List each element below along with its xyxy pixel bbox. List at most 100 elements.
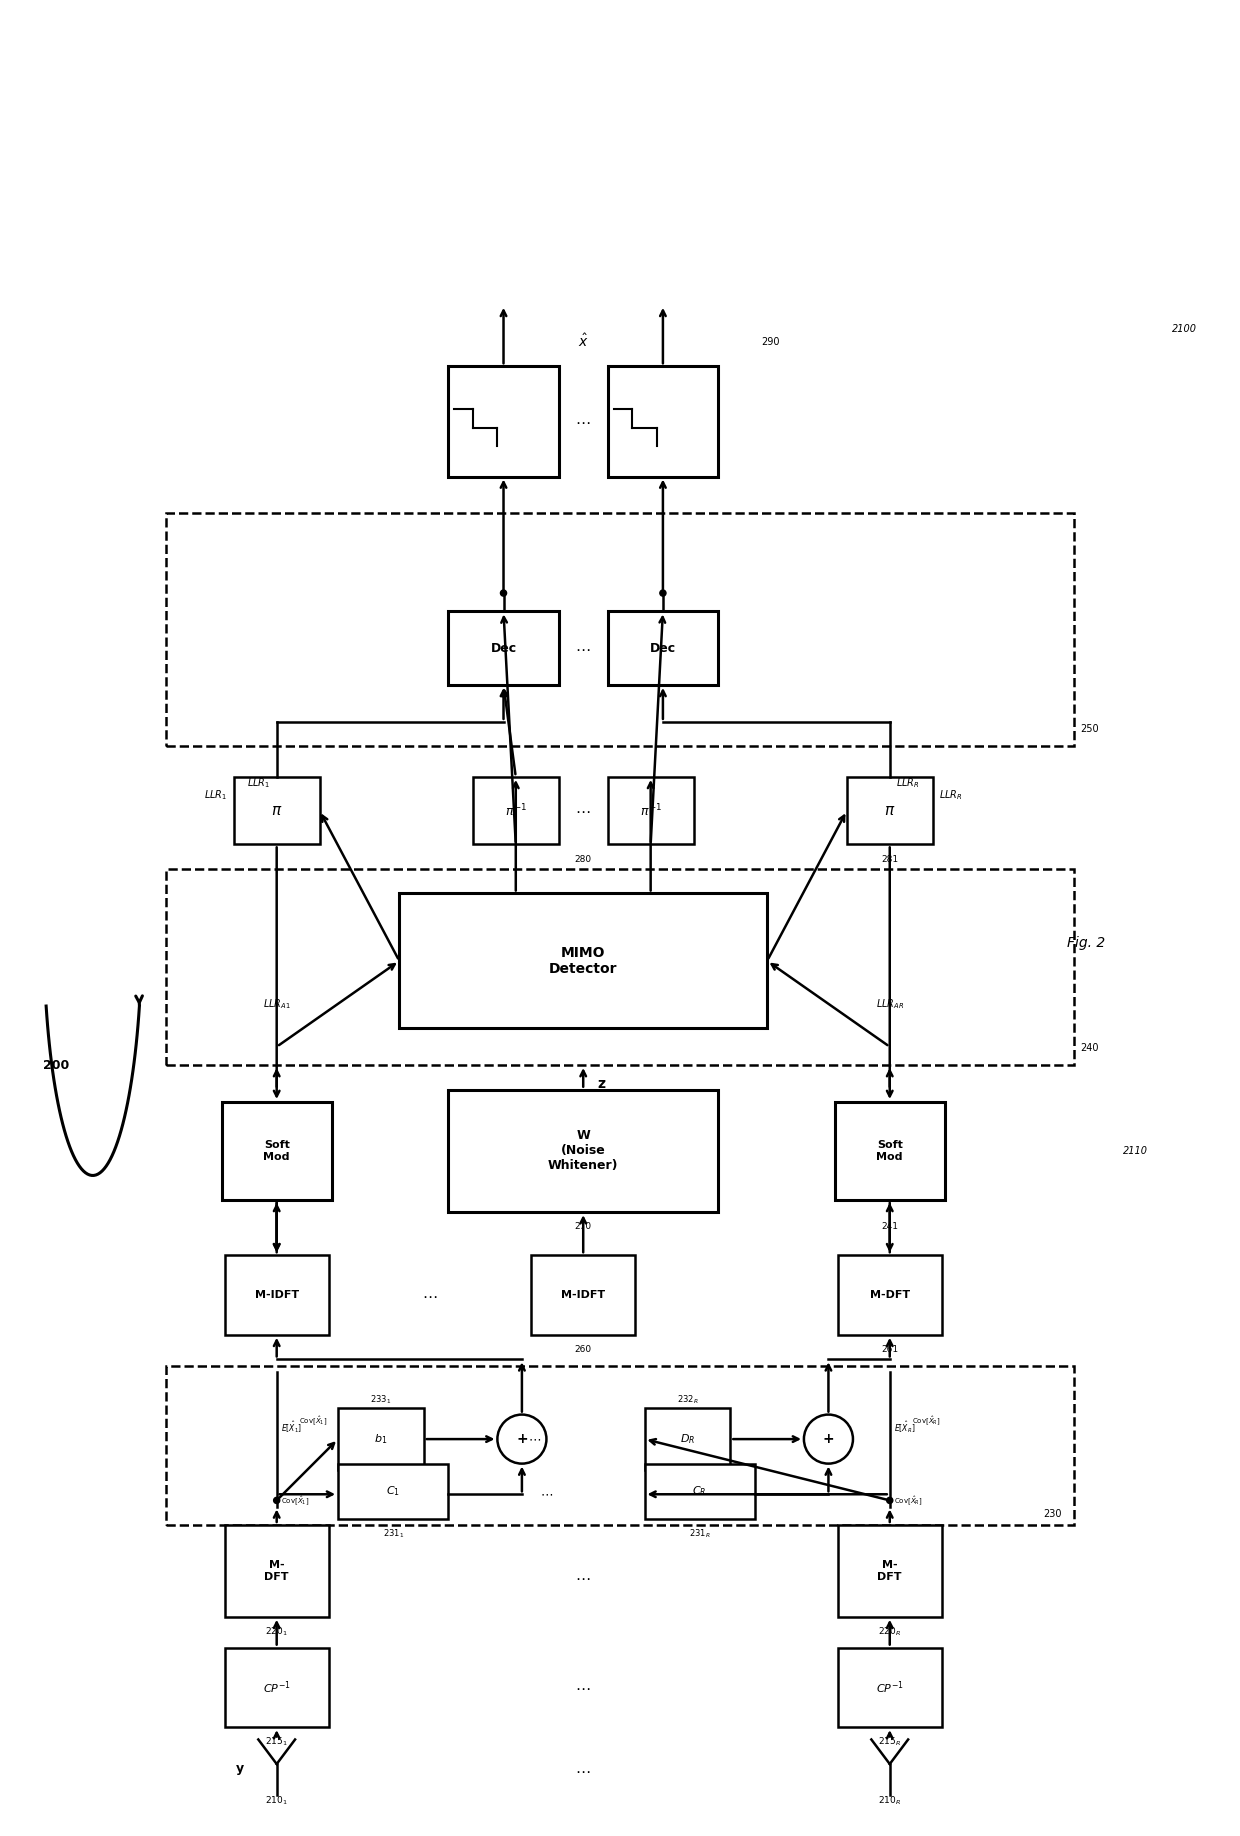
Bar [838,1526,942,1618]
Text: $\mathbf{y}$: $\mathbf{y}$ [234,1763,244,1777]
Bar [166,868,1074,1065]
Text: Dec: Dec [650,643,676,655]
Bar [449,1089,718,1212]
Text: $\cdots$: $\cdots$ [539,1487,553,1500]
Circle shape [497,1414,547,1463]
Text: W
(Noise
Whitener): W (Noise Whitener) [548,1129,619,1173]
Text: $LLR_1$: $LLR_1$ [203,788,227,802]
Text: $CP^{-1}$: $CP^{-1}$ [875,1680,904,1696]
Bar [166,514,1074,747]
Text: Fig. 2: Fig. 2 [1066,936,1105,949]
Circle shape [501,589,507,597]
Text: 2110: 2110 [1122,1146,1147,1157]
Text: 261: 261 [882,1346,898,1355]
Text: $LLR_R$: $LLR_R$ [939,788,963,802]
Bar [449,611,559,685]
Text: $\mathrm{Cov}[\hat{X}_1]$: $\mathrm{Cov}[\hat{X}_1]$ [281,1495,309,1507]
Text: $231_R$: $231_R$ [689,1528,711,1540]
Text: M-
DFT: M- DFT [264,1561,289,1581]
Text: +: + [516,1432,528,1447]
Text: $\pi$: $\pi$ [272,802,283,819]
Text: $210_R$: $210_R$ [878,1794,901,1807]
Text: 240: 240 [1080,1043,1099,1052]
Text: $\hat{x}$: $\hat{x}$ [578,332,589,351]
Text: 281: 281 [882,854,898,863]
Circle shape [274,1498,280,1504]
Bar [835,1102,945,1201]
Text: M-DFT: M-DFT [869,1291,910,1300]
Bar [608,777,693,845]
Bar [838,1647,942,1728]
Text: $\pi$: $\pi$ [884,802,895,819]
Circle shape [887,1498,893,1504]
Text: $\pi^{-1}$: $\pi^{-1}$ [640,802,662,819]
Text: M-IDFT: M-IDFT [562,1291,605,1300]
Text: $b_1$: $b_1$ [374,1432,388,1447]
Text: Soft
Mod: Soft Mod [263,1140,290,1162]
Text: $220_R$: $220_R$ [878,1625,901,1638]
Text: MIMO
Detector: MIMO Detector [549,946,618,977]
Text: 290: 290 [761,336,780,347]
Text: $\cdots$: $\cdots$ [575,1570,591,1584]
Text: $215_R$: $215_R$ [878,1735,901,1748]
Text: $LLR_{AR}$: $LLR_{AR}$ [875,997,904,1012]
Bar [339,1463,449,1518]
Text: 2100: 2100 [1172,325,1197,334]
Text: 241: 241 [882,1223,898,1232]
Text: 270: 270 [574,1223,591,1232]
Bar [531,1256,635,1335]
Text: $D_R$: $D_R$ [680,1432,696,1447]
Text: $\mathrm{Cov}[\hat{X}_R]$: $\mathrm{Cov}[\hat{X}_R]$ [894,1495,923,1507]
Text: $233_1$: $233_1$ [371,1394,392,1406]
Bar [222,1102,332,1201]
Text: $\mathbf{z}$: $\mathbf{z}$ [596,1076,606,1091]
Text: M-IDFT: M-IDFT [254,1291,299,1300]
Bar [224,1526,329,1618]
Text: $\cdots$: $\cdots$ [575,1680,591,1695]
Text: Dec: Dec [491,643,517,655]
Text: $LLR_{A1}$: $LLR_{A1}$ [263,997,290,1012]
Text: $LLR_1$: $LLR_1$ [247,777,270,789]
Bar [608,365,718,477]
Bar [608,611,718,685]
Text: 260: 260 [574,1346,591,1355]
Bar [838,1256,942,1335]
Circle shape [660,589,666,597]
Bar [472,777,559,845]
Bar [645,1463,755,1518]
Text: $\cdots$: $\cdots$ [575,1763,591,1777]
Text: M-
DFT: M- DFT [878,1561,901,1581]
Text: $E[\hat{X}_R]$: $E[\hat{X}_R]$ [894,1419,915,1434]
Text: 280: 280 [574,854,591,863]
Text: $220_1$: $220_1$ [265,1625,288,1638]
Text: $\cdots$: $\cdots$ [575,413,591,430]
Text: $\mathrm{Cov}[\hat{X}_1]$: $\mathrm{Cov}[\hat{X}_1]$ [299,1414,327,1427]
Bar [166,1366,1074,1526]
Bar [399,894,768,1028]
Text: 200: 200 [43,1059,69,1072]
Bar [224,1256,329,1335]
Text: $\cdots$: $\cdots$ [575,802,591,819]
Text: $CP^{-1}$: $CP^{-1}$ [263,1680,290,1696]
Text: $231_1$: $231_1$ [383,1528,404,1540]
Text: $232_R$: $232_R$ [677,1394,698,1406]
Text: $C_1$: $C_1$ [386,1483,401,1498]
Text: $210_1$: $210_1$ [265,1794,288,1807]
Bar [449,365,559,477]
Circle shape [804,1414,853,1463]
Text: 230: 230 [1043,1509,1061,1518]
Text: +: + [822,1432,835,1447]
Text: $215_1$: $215_1$ [265,1735,288,1748]
Text: Soft
Mod: Soft Mod [877,1140,903,1162]
Bar [645,1408,730,1471]
Bar [847,777,932,845]
Text: $\mathrm{Cov}[\hat{X}_R]$: $\mathrm{Cov}[\hat{X}_R]$ [913,1414,941,1427]
Text: $\cdots$: $\cdots$ [575,641,591,655]
Text: $E[\hat{X}_1]$: $E[\hat{X}_1]$ [280,1419,303,1434]
Text: $\pi^{-1}$: $\pi^{-1}$ [505,802,527,819]
Bar [224,1647,329,1728]
Text: $\cdots$: $\cdots$ [528,1432,541,1445]
Bar [339,1408,424,1471]
Text: $\cdots$: $\cdots$ [423,1287,438,1302]
Text: $LLR_R$: $LLR_R$ [897,777,920,789]
